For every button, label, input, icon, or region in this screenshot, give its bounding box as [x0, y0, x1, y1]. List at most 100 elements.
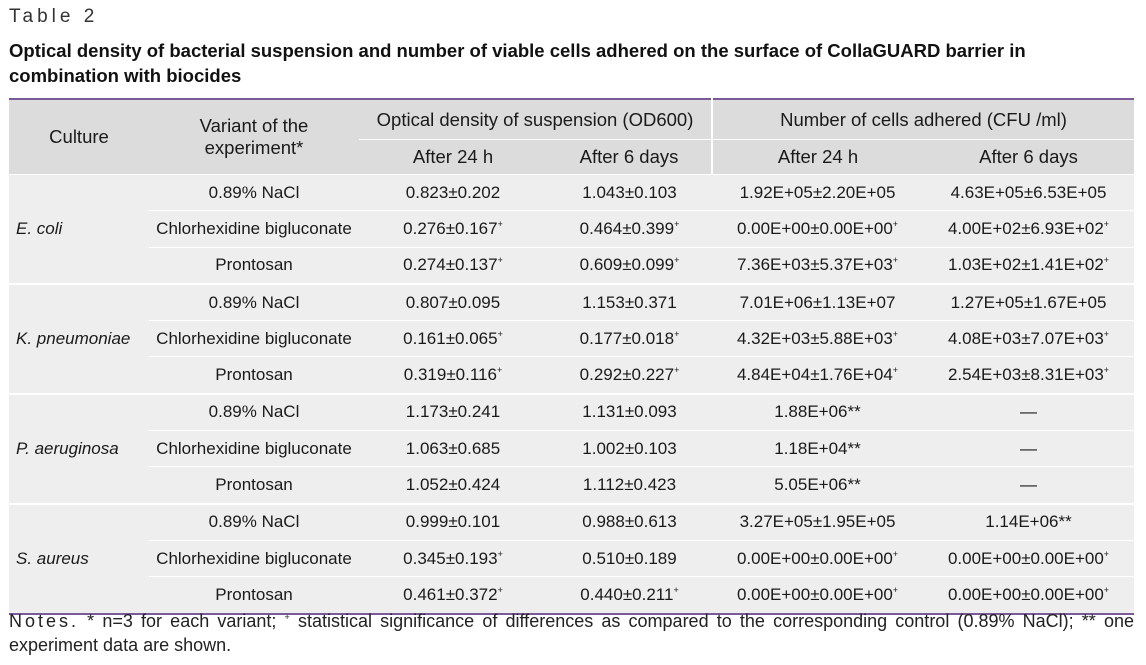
cfu6-value: —	[1020, 402, 1037, 422]
notes-lead: Notes.	[9, 611, 80, 631]
significance-mark: +	[1103, 328, 1110, 339]
cfu24-value: 7.36E+03±5.37E+03	[736, 255, 893, 275]
table-row: Chlorhexidine bigluconate 0.345±0.193+ 0.5…	[9, 539, 1134, 577]
notes-sup: +	[284, 612, 290, 622]
cfu24-value: 0.00E+00±0.00E+00	[736, 548, 893, 568]
od6-cell: 0.464±0.399+	[547, 210, 712, 248]
variant-cell: Prontosan	[149, 356, 359, 394]
od6-value: 1.153±0.371	[582, 292, 677, 312]
od24-value: 0.461±0.372	[403, 584, 498, 604]
cfu24-cell: 4.84E+04±1.76E+04+	[712, 356, 923, 394]
od6-cell: 1.002±0.103	[547, 430, 712, 467]
cfu24-value: 1.18E+04**	[774, 438, 861, 458]
cfu6-value: 1.14E+06**	[985, 512, 1072, 532]
variant-cell: Prontosan	[149, 576, 359, 614]
od6-value: 1.131±0.093	[582, 402, 677, 422]
table-row: Chlorhexidine bigluconate 0.276±0.167+ 0.4…	[9, 210, 1134, 248]
od24-value: 1.052±0.424	[405, 475, 501, 495]
od24-cell: 0.345±0.193+	[359, 539, 547, 577]
cfu24-cell: 5.05E+06**	[712, 466, 923, 504]
cfu24-cell: 7.36E+03±5.37E+03+	[712, 246, 923, 284]
significance-mark: +	[674, 218, 680, 229]
od24-cell: 0.807±0.095	[359, 282, 547, 321]
header-cfu-group: Number of cells adhered (CFU /ml)	[712, 99, 1134, 140]
significance-mark: +	[892, 328, 899, 339]
cfu6-value: 4.00E+02±6.93E+02	[947, 218, 1104, 238]
table-body: E. coli 0.89% NaCl 0.823±0.202 1.043±0.103 1…	[9, 173, 1134, 614]
cfu6-value: 1.27E+05±1.67E+05	[950, 292, 1107, 312]
variant-cell: Prontosan	[149, 246, 359, 284]
significance-mark: +	[1103, 218, 1110, 229]
cfu6-value: —	[1020, 438, 1037, 458]
od6-value: 1.002±0.103	[582, 438, 677, 458]
cfu6-value: 2.54E+03±8.31E+03	[947, 365, 1104, 385]
cfu24-value: 5.05E+06**	[774, 475, 861, 495]
variant-cell: 0.89% NaCl	[149, 173, 359, 211]
od6-cell: 0.988±0.613	[547, 502, 712, 541]
cfu24-cell: 3.27E+05±1.95E+05	[712, 502, 923, 541]
cfu6-cell: 4.08E+03±7.07E+03+	[923, 320, 1134, 357]
significance-mark: +	[674, 365, 680, 376]
table-row: K. pneumoniae 0.89% NaCl 0.807±0.095 1.153±…	[9, 282, 1134, 394]
cfu24-cell: 1.18E+04**	[712, 430, 923, 467]
cfu6-cell: 1.27E+05±1.67E+05	[923, 282, 1134, 321]
variant-cell: Chlorhexidine bigluconate	[149, 539, 359, 577]
cfu6-value: 4.63E+05±6.53E+05	[950, 182, 1107, 202]
culture-cell: S. aureus	[9, 502, 149, 614]
header-od-group: Optical density of suspension (OD600)	[359, 99, 713, 140]
significance-mark: +	[674, 328, 680, 339]
significance-mark: +	[674, 255, 680, 266]
od6-value: 1.112±0.423	[582, 475, 677, 495]
cfu6-cell: 0.00E+00±0.00E+00+	[923, 576, 1134, 614]
od24-cell: 0.461±0.372+	[359, 576, 547, 614]
od6-cell: 0.609±0.099+	[547, 246, 712, 284]
od6-value: 0.464±0.399	[579, 218, 675, 238]
significance-mark: +	[496, 365, 503, 376]
header-cfu-24h: After 24 h	[712, 139, 923, 175]
culture-cell: P. aeruginosa	[9, 392, 149, 504]
od6-cell: 0.510±0.189	[547, 539, 712, 577]
header-variant: Variant of the experiment*	[149, 99, 359, 175]
cfu6-value: 1.03E+02±1.41E+02	[947, 255, 1104, 275]
cfu24-cell: 0.00E+00±0.00E+00+	[712, 576, 923, 614]
cfu6-cell: —	[923, 430, 1134, 467]
cfu6-value: 0.00E+00±0.00E+00	[947, 584, 1104, 604]
od24-cell: 0.274±0.137+	[359, 246, 547, 284]
cfu6-cell: 4.63E+05±6.53E+05	[923, 173, 1134, 211]
data-table: Culture Variant of the experiment* Optic…	[9, 98, 1134, 615]
table-row: Prontosan 0.319±0.116+ 0.292±0.227+ 4.84E+0…	[9, 356, 1134, 394]
variant-cell: 0.89% NaCl	[149, 502, 359, 541]
significance-mark: +	[497, 584, 503, 595]
od6-cell: 1.043±0.103	[547, 173, 712, 211]
od24-value: 1.063±0.685	[405, 438, 501, 458]
od24-cell: 0.999±0.101	[359, 502, 547, 541]
cfu24-value: 4.32E+03±5.88E+03	[736, 328, 893, 348]
od24-value: 0.161±0.065	[403, 328, 498, 348]
significance-mark: +	[1103, 548, 1110, 559]
header-od-24h: After 24 h	[359, 139, 547, 175]
od24-cell: 0.319±0.116+	[359, 356, 547, 394]
significance-mark: +	[497, 328, 503, 339]
od24-cell: 0.823±0.202	[359, 173, 547, 211]
od24-value: 0.823±0.202	[405, 182, 501, 202]
od6-cell: 0.177±0.018+	[547, 320, 712, 357]
cfu6-value: —	[1020, 475, 1037, 495]
table-caption: Optical density of bacterial suspension …	[9, 40, 1026, 86]
variant-cell: Chlorhexidine bigluconate	[149, 430, 359, 467]
table-row: Prontosan 0.274±0.137+ 0.609±0.099+ 7.36E+0…	[9, 246, 1134, 284]
od6-value: 0.177±0.018	[579, 328, 675, 348]
variant-cell: Chlorhexidine bigluconate	[149, 320, 359, 357]
table-row: P. aeruginosa 0.89% NaCl 1.173±0.241 1.131±…	[9, 392, 1134, 504]
culture-cell: K. pneumoniae	[9, 282, 149, 394]
significance-mark: +	[497, 548, 503, 559]
cfu24-value: 0.00E+00±0.00E+00	[736, 218, 893, 238]
table-row: Chlorhexidine bigluconate 0.161±0.065+ 0.1…	[9, 320, 1134, 357]
table-row: S. aureus 0.89% NaCl 0.999±0.101 0.988±0.61…	[9, 502, 1134, 614]
od6-value: 0.440±0.211	[580, 584, 674, 604]
od24-value: 0.319±0.116	[403, 365, 497, 385]
variant-cell: Chlorhexidine bigluconate	[149, 210, 359, 248]
cfu24-cell: 4.32E+03±5.88E+03+	[712, 320, 923, 357]
cfu24-value: 1.88E+06**	[774, 402, 861, 422]
cfu24-cell: 7.01E+06±1.13E+07	[712, 282, 923, 321]
variant-cell: Prontosan	[149, 466, 359, 504]
